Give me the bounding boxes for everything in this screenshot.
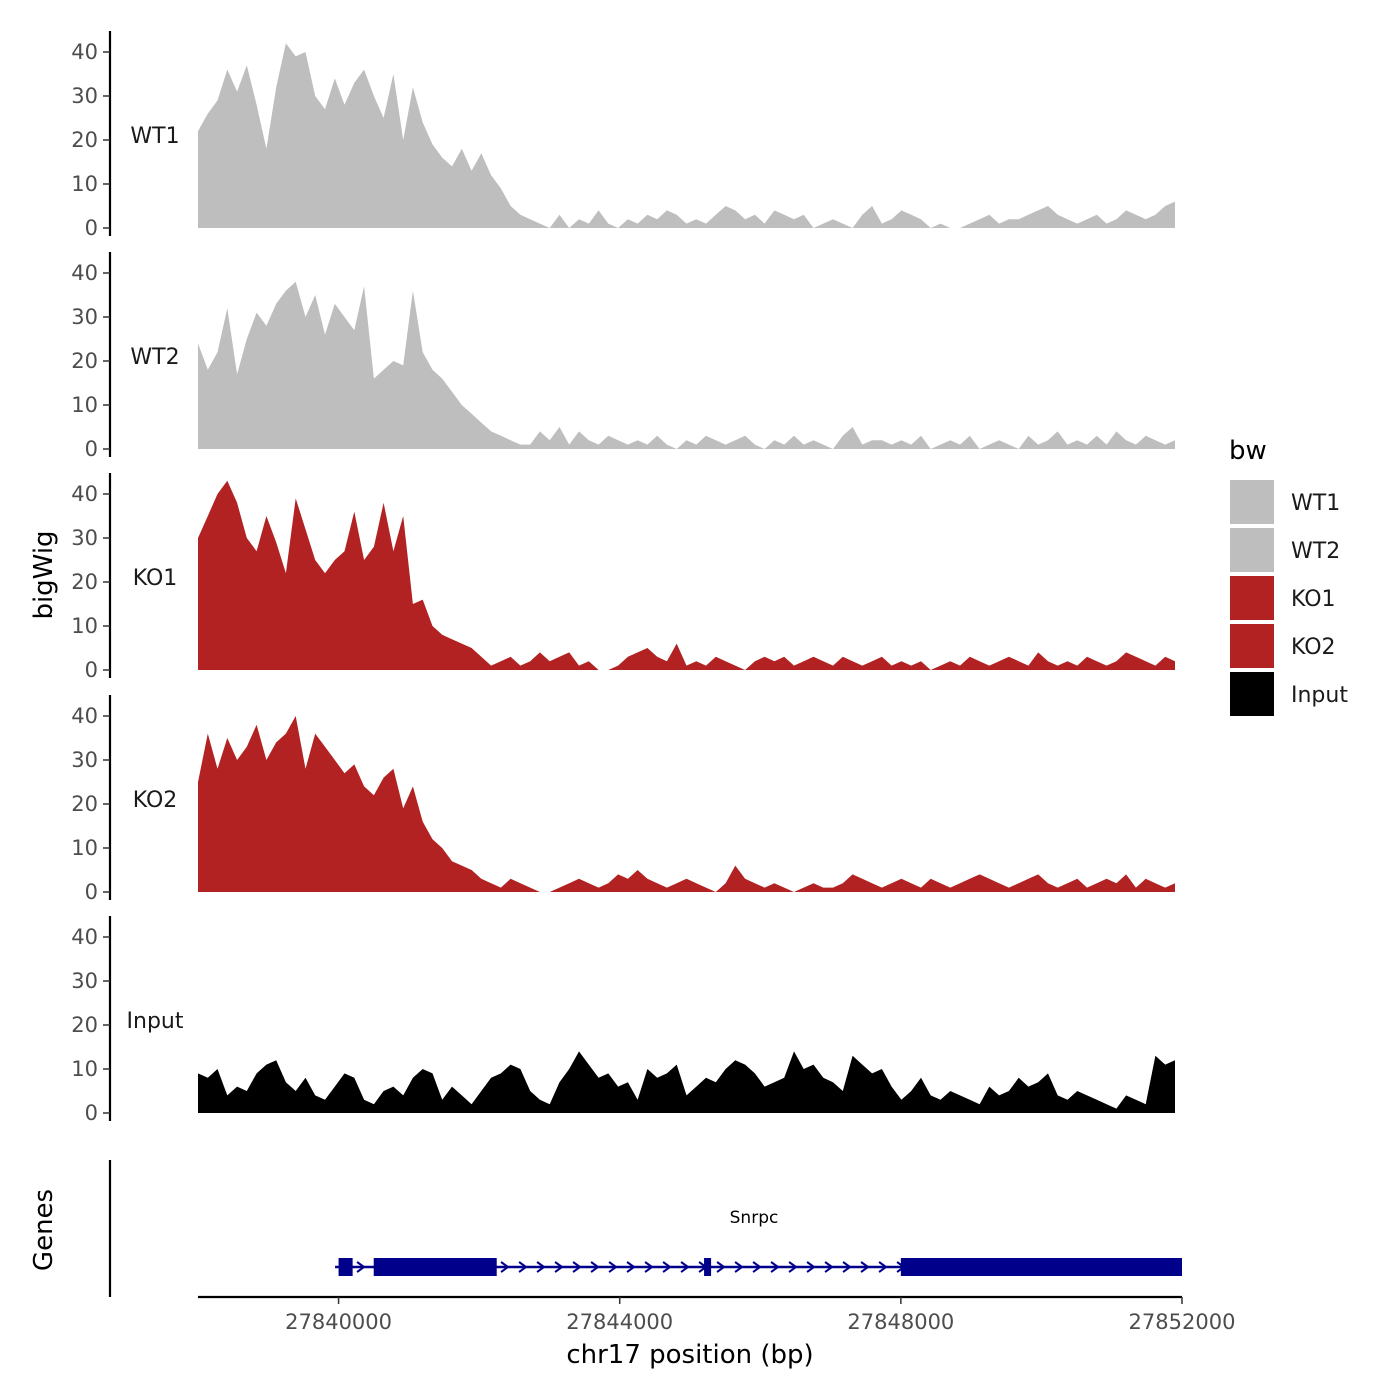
y-tick-label: 40 bbox=[71, 482, 98, 506]
legend-label-wt2: WT2 bbox=[1291, 539, 1340, 564]
legend-key-wt2 bbox=[1230, 528, 1274, 572]
y-tick-label: 0 bbox=[85, 216, 98, 240]
strand-arrow bbox=[572, 1261, 582, 1273]
strand-arrow bbox=[878, 1261, 888, 1273]
y-tick-label: 0 bbox=[85, 658, 98, 682]
strand-arrow bbox=[824, 1261, 834, 1273]
y-tick-label: 10 bbox=[71, 836, 98, 860]
y-axis-title: bigWig bbox=[29, 530, 59, 619]
exon bbox=[373, 1258, 497, 1276]
legend-key-wt1 bbox=[1230, 480, 1274, 524]
y-tick-label: 30 bbox=[71, 969, 98, 993]
strand-arrow bbox=[536, 1261, 546, 1273]
y-tick-label: 10 bbox=[71, 614, 98, 638]
x-tick-label: 27848000 bbox=[847, 1310, 954, 1334]
strand-arrow bbox=[662, 1261, 672, 1273]
track-input: 0 10 20 30 40 Input bbox=[71, 916, 1175, 1125]
area-ko1 bbox=[198, 480, 1175, 670]
y-tick-label: 40 bbox=[71, 40, 98, 64]
track-wt1: 0 10 20 30 40 WT1 bbox=[71, 31, 1175, 240]
strand-arrow bbox=[644, 1261, 654, 1273]
legend-label-wt1: WT1 bbox=[1291, 491, 1340, 516]
y-tick-label: 40 bbox=[71, 261, 98, 285]
y-tick-label: 30 bbox=[71, 305, 98, 329]
area-wt1 bbox=[198, 43, 1175, 229]
y-tick-label: 30 bbox=[71, 84, 98, 108]
strand-arrow bbox=[788, 1261, 798, 1273]
x-tick-label: 27844000 bbox=[566, 1310, 673, 1334]
y-tick-label: 10 bbox=[71, 393, 98, 417]
strand-arrow bbox=[734, 1261, 744, 1273]
y-tick-label: 20 bbox=[71, 1013, 98, 1037]
track-label: WT1 bbox=[130, 124, 179, 149]
legend-title: bw bbox=[1229, 436, 1267, 466]
strand-arrow bbox=[518, 1261, 528, 1273]
strand-arrow bbox=[608, 1261, 618, 1273]
genes-panel-label: Genes bbox=[29, 1189, 59, 1271]
x-tick-label: 27840000 bbox=[285, 1310, 392, 1334]
track-label: KO2 bbox=[133, 788, 178, 813]
strand-arrow bbox=[770, 1261, 780, 1273]
y-tick-label: 10 bbox=[71, 172, 98, 196]
y-tick-label: 20 bbox=[71, 792, 98, 816]
exon bbox=[900, 1258, 1182, 1276]
strand-arrow bbox=[716, 1261, 726, 1273]
track-wt2: 0 10 20 30 40 WT2 bbox=[71, 252, 1175, 461]
strand-arrow bbox=[500, 1261, 510, 1273]
strand-arrow bbox=[554, 1261, 564, 1273]
track-label: WT2 bbox=[130, 345, 179, 370]
strand-arrow bbox=[752, 1261, 762, 1273]
y-tick-label: 40 bbox=[71, 704, 98, 728]
strand-arrow bbox=[842, 1261, 852, 1273]
strand-arrow bbox=[806, 1261, 816, 1273]
legend-key-ko1 bbox=[1230, 576, 1274, 620]
legend-label-ko1: KO1 bbox=[1291, 587, 1336, 612]
strand-arrow bbox=[860, 1261, 870, 1273]
track-ko2: 0 10 20 30 40 KO2 bbox=[71, 695, 1175, 904]
strand-arrow bbox=[680, 1261, 690, 1273]
genes-panel: Genes Snrpc 27840000 27844000 27848000 278520… bbox=[29, 1160, 1235, 1334]
legend-label-ko2: KO2 bbox=[1291, 635, 1336, 660]
legend-label-input: Input bbox=[1291, 683, 1348, 708]
legend-key-input bbox=[1230, 672, 1274, 716]
y-tick-label: 20 bbox=[71, 128, 98, 152]
exon bbox=[704, 1258, 712, 1276]
y-tick-label: 20 bbox=[71, 349, 98, 373]
gene-name: Snrpc bbox=[730, 1208, 779, 1228]
strand-arrow bbox=[626, 1261, 636, 1273]
x-tick-label: 27852000 bbox=[1129, 1310, 1236, 1334]
area-wt2 bbox=[198, 281, 1175, 449]
track-label: Input bbox=[127, 1009, 184, 1034]
track-ko1: 0 10 20 30 40 KO1 bbox=[71, 473, 1175, 682]
y-tick-label: 30 bbox=[71, 748, 98, 772]
legend: bw WT1 WT2 KO1 KO2 Input bbox=[1229, 436, 1348, 716]
y-tick-label: 0 bbox=[85, 1101, 98, 1125]
y-tick-label: 40 bbox=[71, 925, 98, 949]
exon bbox=[338, 1258, 353, 1276]
y-tick-label: 20 bbox=[71, 570, 98, 594]
y-tick-label: 30 bbox=[71, 526, 98, 550]
area-input bbox=[198, 1051, 1175, 1113]
area-ko2 bbox=[198, 716, 1175, 892]
strand-arrow bbox=[590, 1261, 600, 1273]
track-label: KO1 bbox=[133, 566, 178, 591]
track-panels: 0 10 20 30 40 WT1 0 10 20 30 40 WT2 0 10 20 30 40 KO1 0 10 2… bbox=[71, 31, 1175, 1125]
y-tick-label: 10 bbox=[71, 1057, 98, 1081]
strand-arrow bbox=[356, 1261, 366, 1273]
legend-key-ko2 bbox=[1230, 624, 1274, 668]
y-tick-label: 0 bbox=[85, 437, 98, 461]
y-tick-label: 0 bbox=[85, 880, 98, 904]
x-axis-title: chr17 position (bp) bbox=[566, 1340, 813, 1370]
